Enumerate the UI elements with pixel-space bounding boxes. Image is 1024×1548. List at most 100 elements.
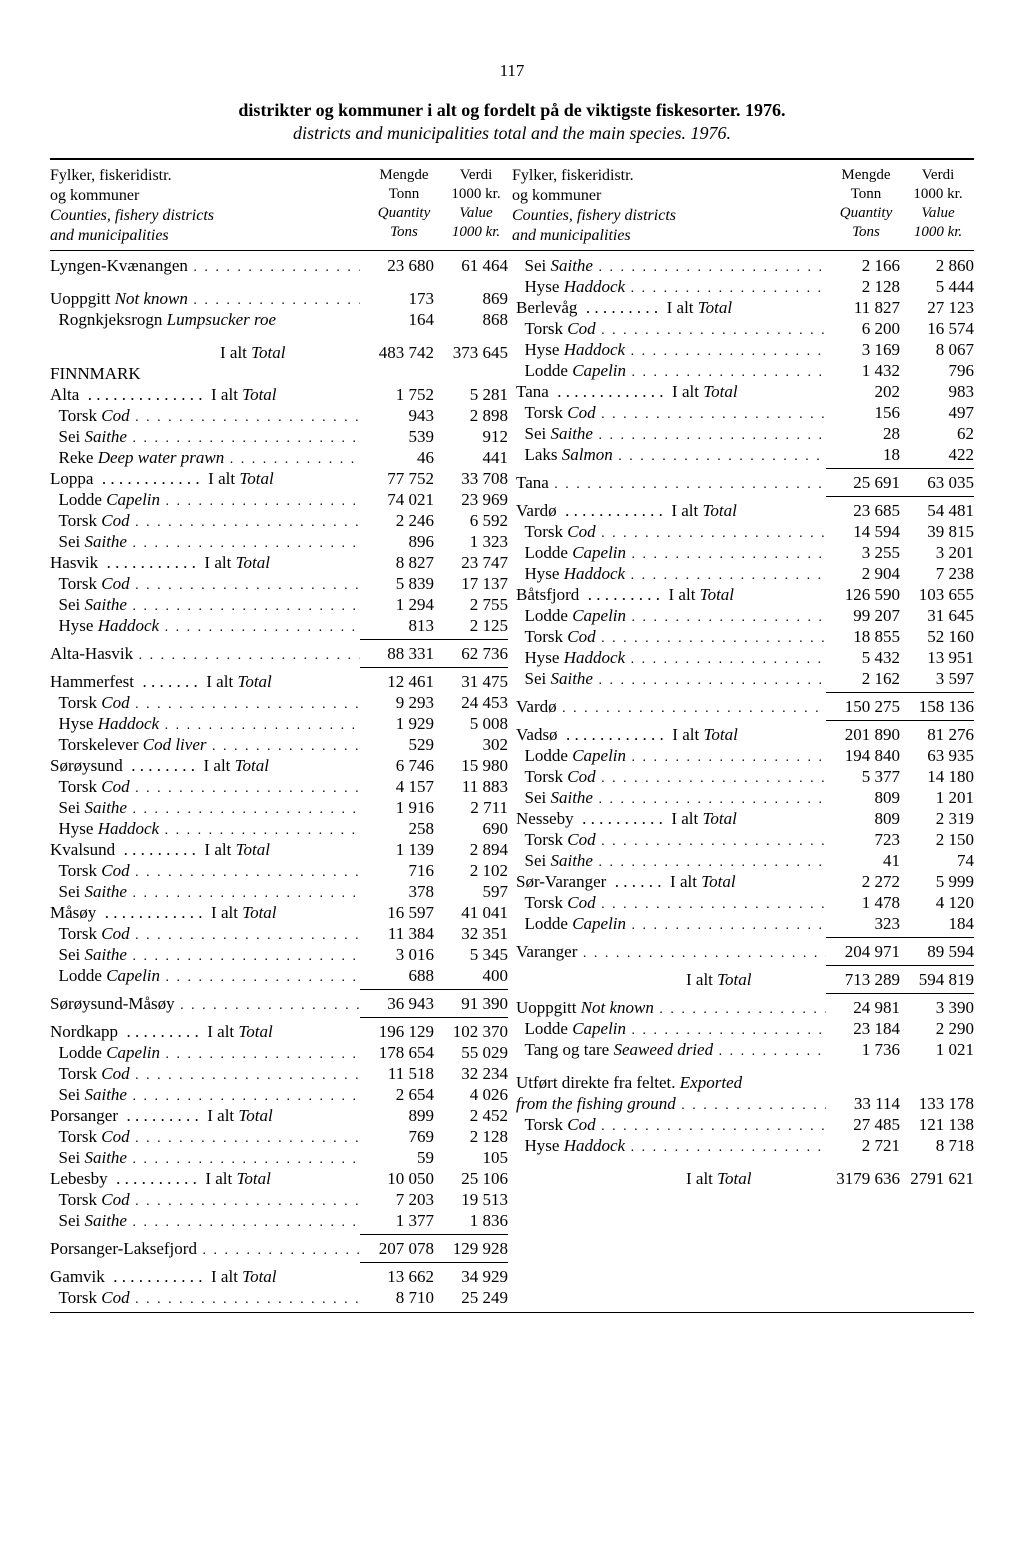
row-label: Torsk Cod xyxy=(50,1126,360,1148)
row-qty: 196 129 xyxy=(360,1021,434,1042)
row-label: Torsk Cod xyxy=(50,923,360,945)
table-row: Lodde Capelin688400 xyxy=(50,965,508,986)
row-label: Nordkapp . . . . . . . . . I alt Total xyxy=(50,1021,360,1043)
row-qty: 716 xyxy=(360,860,434,881)
row-qty: 378 xyxy=(360,881,434,902)
section-separator xyxy=(826,720,974,721)
table-row: Torsk Cod11 51832 234 xyxy=(50,1063,508,1084)
qty-enr: Quantity xyxy=(830,204,902,223)
table-row: Torsk Cod9432 898 xyxy=(50,405,508,426)
row-val: 441 xyxy=(434,447,508,468)
row-qty: 1 916 xyxy=(360,797,434,818)
table-row: Sei Saithe2 1623 597 xyxy=(516,668,974,689)
row-val: 74 xyxy=(900,850,974,871)
row-val: 983 xyxy=(900,381,974,402)
row-qty: 1 478 xyxy=(826,892,900,913)
row-qty: 539 xyxy=(360,426,434,447)
hdr-no1: Fylker, fiskeridistr. xyxy=(50,166,368,186)
row-qty: 99 207 xyxy=(826,605,900,626)
table-row: Uoppgitt Not known173869 xyxy=(50,288,508,309)
bottom-rule xyxy=(50,1312,974,1313)
row-qty: 5 377 xyxy=(826,766,900,787)
row-qty: 529 xyxy=(360,734,434,755)
blank-row xyxy=(50,330,508,342)
row-qty: 74 021 xyxy=(360,489,434,510)
row-label: Torsk Cod xyxy=(50,1063,360,1085)
row-val: 1 323 xyxy=(434,531,508,552)
table-row: Sei Saithe4174 xyxy=(516,850,974,871)
table-row: Torsk Cod156497 xyxy=(516,402,974,423)
row-label: Vadsø . . . . . . . . . . . . I alt Tota… xyxy=(516,724,826,746)
row-qty: 204 971 xyxy=(826,941,900,962)
row-val: 5 999 xyxy=(900,871,974,892)
section-separator xyxy=(826,965,974,966)
row-qty: 7 203 xyxy=(360,1189,434,1210)
row-val: 25 106 xyxy=(434,1168,508,1189)
table-row: Sei Saithe2 1662 860 xyxy=(516,255,974,276)
table-row: I alt Total713 289594 819 xyxy=(516,969,974,990)
val-enr: Value xyxy=(902,204,974,223)
row-qty: 5 432 xyxy=(826,647,900,668)
table-row: Laks Salmon18422 xyxy=(516,444,974,465)
row-qty: 173 xyxy=(360,288,434,309)
row-val: 912 xyxy=(434,426,508,447)
row-val: 19 513 xyxy=(434,1189,508,1210)
row-label: Torsk Cod xyxy=(50,405,360,427)
row-qty: 3 255 xyxy=(826,542,900,563)
row-val: 63 035 xyxy=(900,472,974,493)
page: 117 distrikter og kommuner i alt og ford… xyxy=(0,0,1024,1357)
qty-nor: Mengde xyxy=(830,166,902,185)
row-label: Torsk Cod xyxy=(50,1189,360,1211)
row-val: 158 136 xyxy=(900,696,974,717)
row-label: Uoppgitt Not known xyxy=(50,288,360,310)
table-row: Tang og tare Seaweed dried1 7361 021 xyxy=(516,1039,974,1060)
row-qty: 2 721 xyxy=(826,1135,900,1156)
row-qty: 813 xyxy=(360,615,434,636)
row-qty: 36 943 xyxy=(360,993,434,1014)
table-row: Torskelever Cod liver529302 xyxy=(50,734,508,755)
table-row: Nordkapp . . . . . . . . . I alt Total19… xyxy=(50,1021,508,1042)
row-val: 41 041 xyxy=(434,902,508,923)
table-row: Hyse Haddock5 43213 951 xyxy=(516,647,974,668)
row-val: 13 951 xyxy=(900,647,974,668)
row-val: 5 444 xyxy=(900,276,974,297)
row-val: 32 351 xyxy=(434,923,508,944)
hdr-en2: and municipalities xyxy=(50,226,368,246)
table-row: Alta . . . . . . . . . . . . . . I alt T… xyxy=(50,384,508,405)
row-val: 3 390 xyxy=(900,997,974,1018)
row-qty: 156 xyxy=(826,402,900,423)
row-val: 121 138 xyxy=(900,1114,974,1135)
row-label: Nesseby . . . . . . . . . . I alt Total xyxy=(516,808,826,830)
header-val-right: Verdi 1000 kr. Value 1000 kr. xyxy=(902,166,974,246)
row-qty: 809 xyxy=(826,787,900,808)
section-separator xyxy=(826,937,974,938)
row-label: Alta-Hasvik xyxy=(50,643,360,665)
row-qty: 3179 636 xyxy=(826,1168,900,1189)
table-row: Torsk Cod5 37714 180 xyxy=(516,766,974,787)
row-qty: 723 xyxy=(826,829,900,850)
row-qty: 207 078 xyxy=(360,1238,434,1259)
table-row: Torsk Cod11 38432 351 xyxy=(50,923,508,944)
row-val: 63 935 xyxy=(900,745,974,766)
row-qty: 12 461 xyxy=(360,671,434,692)
row-label: Sei Saithe xyxy=(50,594,360,616)
table-row: Gamvik . . . . . . . . . . . I alt Total… xyxy=(50,1266,508,1287)
val-unit2: 1000 kr. xyxy=(440,223,512,242)
row-qty: 769 xyxy=(360,1126,434,1147)
row-label: Sei Saithe xyxy=(50,797,360,819)
row-qty: 41 xyxy=(826,850,900,871)
row-val: 81 276 xyxy=(900,724,974,745)
table-row: Hyse Haddock2 1285 444 xyxy=(516,276,974,297)
header-label-left: Fylker, fiskeridistr. og kommuner Counti… xyxy=(50,166,368,246)
row-qty: 11 384 xyxy=(360,923,434,944)
row-val: 23 969 xyxy=(434,489,508,510)
row-qty: 10 050 xyxy=(360,1168,434,1189)
row-qty: 1 432 xyxy=(826,360,900,381)
row-val: 133 178 xyxy=(900,1093,974,1114)
table-row: Lodde Capelin178 65455 029 xyxy=(50,1042,508,1063)
table-row: Nesseby . . . . . . . . . . I alt Total8… xyxy=(516,808,974,829)
row-qty: 1 377 xyxy=(360,1210,434,1231)
row-qty: 59 xyxy=(360,1147,434,1168)
row-qty: 2 162 xyxy=(826,668,900,689)
row-label: Sei Saithe xyxy=(50,426,360,448)
